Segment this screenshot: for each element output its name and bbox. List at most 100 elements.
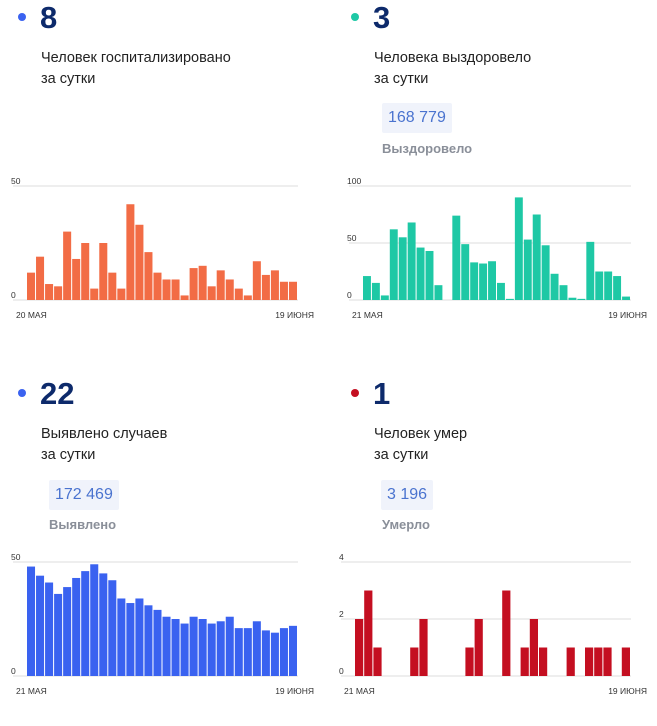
hosp-bar xyxy=(243,295,252,300)
hosp-x-start-label: 20 МАЯ xyxy=(16,310,47,320)
recovered-bar xyxy=(604,271,613,300)
recovered-bar xyxy=(407,222,416,300)
deaths-y-tick-label: 2 xyxy=(339,609,344,619)
cases-bar xyxy=(81,571,90,676)
cases-card: 22 Выявлено случаев за сутки 172 469 Выя… xyxy=(0,376,320,726)
hosp-bar xyxy=(216,270,225,300)
hospitalized-chart: 0 50 20 МАЯ 19 ИЮНЯ xyxy=(11,176,314,320)
deaths-description: Человек умер за сутки xyxy=(374,426,468,463)
cases-total-label: Выявлено xyxy=(49,517,117,532)
recovered-y-tick-label: 50 xyxy=(347,233,357,243)
cases-bar xyxy=(288,625,297,676)
hosp-bar xyxy=(54,286,63,300)
recovered-bar xyxy=(488,261,496,300)
hosp-bar xyxy=(81,243,90,300)
recovered-chart: 0 50 100 21 МАЯ 19 ИЮНЯ xyxy=(347,176,647,320)
recovered-bar xyxy=(371,282,380,300)
cases-description: Выявлено случаев за сутки xyxy=(41,426,168,463)
cases-bar xyxy=(99,573,108,676)
recovered-y-tick-label: 0 xyxy=(347,290,352,300)
hospitalized-dot-icon xyxy=(18,13,26,21)
cases-y-tick-label: 50 xyxy=(11,552,21,562)
hosp-bar xyxy=(171,279,180,300)
hosp-bar xyxy=(99,243,108,300)
hosp-bar xyxy=(279,281,288,300)
deaths-bar xyxy=(355,619,364,676)
cases-x-end-label: 19 ИЮНЯ xyxy=(275,686,314,696)
deaths-bar xyxy=(529,619,538,676)
hospitalized-description: Человек госпитализировано за сутки xyxy=(41,50,231,87)
cases-bar xyxy=(90,564,99,676)
recovered-card: 3 Человека выздоровело за сутки 168 779 … xyxy=(333,0,653,350)
cases-chart: 0 50 21 МАЯ 19 ИЮНЯ xyxy=(11,552,314,696)
cases-bar xyxy=(261,630,270,676)
deaths-bar xyxy=(502,590,511,676)
cases-bar xyxy=(126,603,135,676)
recovered-bar xyxy=(514,197,523,300)
deaths-bar xyxy=(566,647,575,676)
cases-bar xyxy=(252,621,261,676)
deaths-bar xyxy=(585,647,594,676)
recovered-bar xyxy=(613,276,622,300)
recovered-bar xyxy=(586,241,595,300)
recovered-bar xyxy=(622,296,630,300)
recovered-bar xyxy=(380,295,389,300)
deaths-bar xyxy=(621,647,630,676)
cases-bar xyxy=(153,609,162,676)
recovered-bar xyxy=(389,229,398,300)
recovered-bar xyxy=(461,244,470,300)
cases-bar xyxy=(117,598,126,676)
cases-total: 172 469 xyxy=(49,480,119,510)
recovered-bar xyxy=(398,237,407,300)
recovered-y-tick-label: 100 xyxy=(347,176,361,186)
hosp-bar xyxy=(153,272,162,300)
hospitalized-count: 8 xyxy=(40,0,58,35)
recovered-total: 168 779 xyxy=(382,103,452,133)
hosp-bar xyxy=(126,204,135,300)
deaths-bar xyxy=(465,647,474,676)
hosp-bar xyxy=(72,258,81,300)
cases-dot-icon xyxy=(18,389,26,397)
recovered-bar xyxy=(550,273,559,300)
hosp-bar xyxy=(162,279,171,300)
recovered-x-end-label: 19 ИЮНЯ xyxy=(608,310,647,320)
deaths-bar xyxy=(419,619,428,676)
cases-bar xyxy=(216,621,225,676)
recovered-bar xyxy=(497,282,505,300)
recovered-x-start-label: 21 МАЯ xyxy=(352,310,383,320)
cases-bar xyxy=(63,587,72,676)
hosp-bar xyxy=(63,231,72,300)
hosp-bar xyxy=(144,252,153,300)
cases-y-tick-label: 0 xyxy=(11,666,16,676)
cases-bar xyxy=(135,598,144,676)
hosp-bar xyxy=(234,288,243,300)
hosp-x-end-label: 19 ИЮНЯ xyxy=(275,310,314,320)
hosp-y-tick-label: 50 xyxy=(11,176,21,186)
deaths-chart: 0 2 4 21 МАЯ 19 ИЮНЯ xyxy=(339,552,647,696)
deaths-bar xyxy=(373,647,382,676)
cases-bar xyxy=(198,619,207,676)
cases-count: 22 xyxy=(40,376,75,411)
deaths-x-start-label: 21 МАЯ xyxy=(344,686,375,696)
cases-bar xyxy=(225,616,234,676)
recovered-bar xyxy=(425,250,434,300)
deaths-total-label: Умерло xyxy=(382,517,430,532)
recovered-count: 3 xyxy=(373,0,391,35)
hosp-bar xyxy=(135,224,144,300)
recovered-bar xyxy=(505,298,514,300)
hosp-bar xyxy=(189,268,198,300)
deaths-x-end-label: 19 ИЮНЯ xyxy=(608,686,647,696)
hosp-bar xyxy=(36,256,45,300)
hosp-bar xyxy=(117,288,126,300)
recovered-bar xyxy=(595,271,604,300)
recovered-bar xyxy=(479,263,488,300)
hosp-bar xyxy=(270,270,279,300)
hosp-y-tick-label: 0 xyxy=(11,290,16,300)
deaths-bar xyxy=(594,647,603,676)
recovered-dot-icon xyxy=(351,13,359,21)
hosp-bar xyxy=(90,288,99,300)
cases-bar xyxy=(36,575,45,676)
cases-bar xyxy=(144,605,153,676)
recovered-bar xyxy=(577,298,586,300)
cases-bar xyxy=(108,580,117,676)
